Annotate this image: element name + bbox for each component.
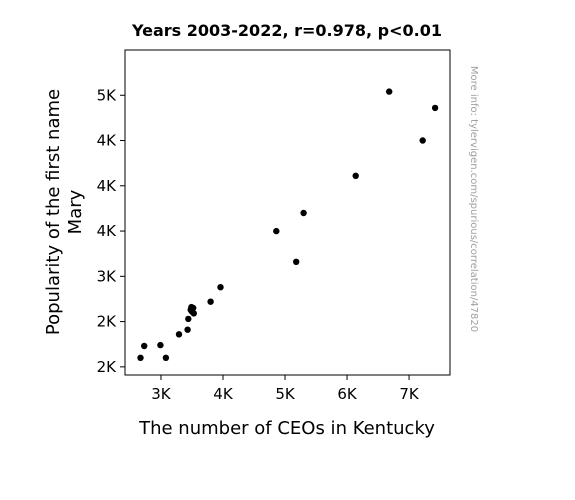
x-axis: 3K 4K 5K 6K 7K — [151, 375, 420, 403]
chart-title: Years 2003-2022, r=0.978, p<0.01 — [131, 21, 442, 40]
y-tick-label-3: 3K — [97, 267, 118, 285]
data-point-18 — [352, 172, 359, 179]
plot-frame — [124, 49, 451, 376]
data-point-4 — [162, 354, 170, 361]
y-tick-label-4: 4K — [97, 222, 118, 240]
data-point-11 — [190, 304, 197, 312]
data-point-6 — [184, 326, 191, 333]
data-point-1 — [137, 354, 144, 361]
data-point-13 — [207, 298, 214, 305]
y-axis: 2K 2K 3K 4K 4K 4K 5K — [97, 86, 125, 376]
y-tick-label-6: 4K — [97, 132, 118, 150]
data-point-14 — [217, 284, 224, 291]
data-point-7 — [185, 315, 192, 323]
y-tick-label-5: 4K — [97, 177, 118, 195]
y-axis-title-line-1: Popularity of the first name — [43, 89, 64, 335]
data-point-21 — [431, 104, 439, 112]
y-tick-label-1: 2K — [97, 358, 118, 376]
data-point-16 — [293, 258, 300, 265]
y-axis-title-line-2: Mary — [65, 189, 86, 234]
data-point-2 — [141, 342, 148, 350]
x-tick-label-4: 6K — [337, 385, 358, 403]
y-tick-label-7: 5K — [97, 86, 118, 104]
data-point-5 — [175, 331, 183, 338]
data-point-3 — [157, 341, 164, 349]
source-watermark: More info: tylervigen.com/spurious/corre… — [468, 66, 479, 332]
x-tick-label-2: 4K — [213, 385, 234, 403]
x-tick-label-3: 5K — [275, 385, 296, 403]
data-point-15 — [273, 227, 280, 235]
x-tick-label-5: 7K — [399, 385, 420, 403]
y-tick-label-2: 2K — [97, 313, 118, 331]
x-axis-title: The number of CEOs in Kentucky — [138, 418, 435, 439]
data-point-19 — [386, 88, 393, 95]
data-points — [137, 88, 439, 361]
data-point-20 — [419, 137, 426, 144]
data-point-17 — [300, 209, 307, 217]
x-tick-label-1: 3K — [151, 385, 172, 403]
data-point-12 — [190, 310, 197, 317]
